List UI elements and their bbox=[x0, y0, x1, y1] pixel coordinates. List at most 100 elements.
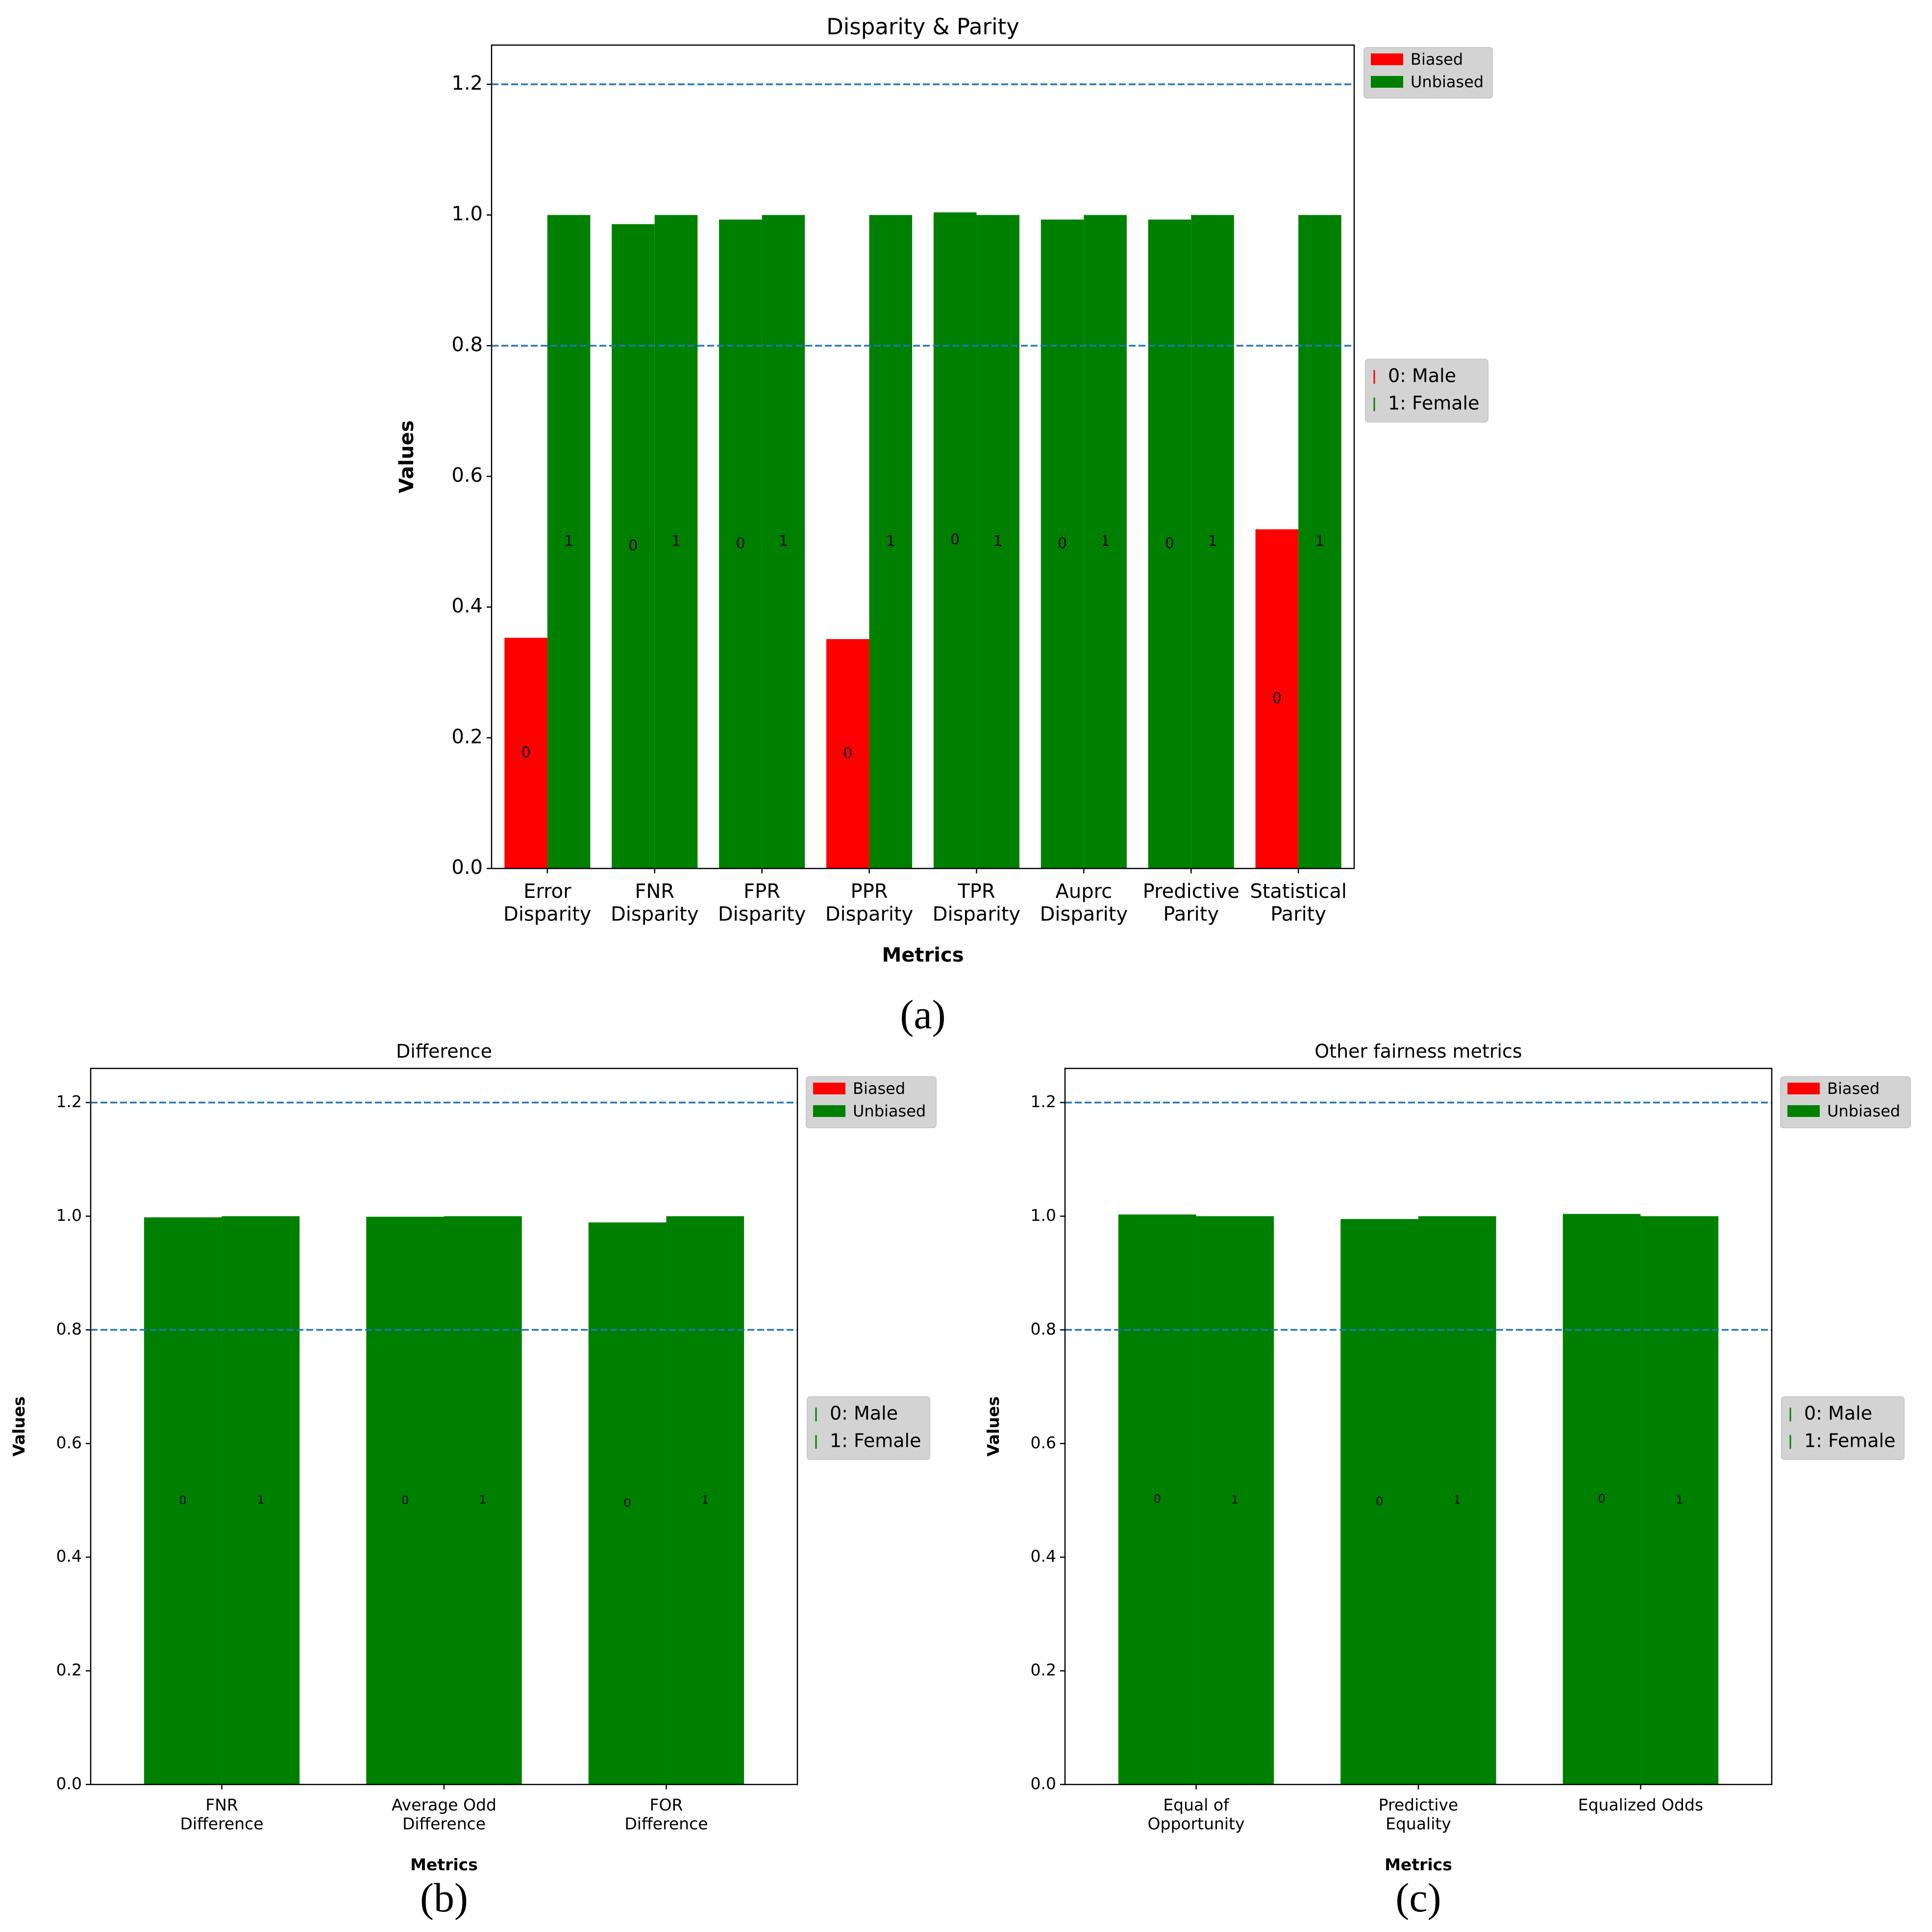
bar-1-2 bbox=[666, 1216, 744, 1784]
bar-0-5 bbox=[1040, 220, 1084, 868]
y-tick-label: 0.0 bbox=[1031, 1774, 1056, 1793]
y-tick-label: 1.2 bbox=[451, 72, 483, 95]
bar-label: 0 bbox=[950, 531, 960, 548]
x-tick-label: Opportunity bbox=[1148, 1814, 1245, 1833]
figure-caption: (b) bbox=[420, 1875, 468, 1921]
x-tick-label: Difference bbox=[624, 1814, 708, 1833]
bar-label: 0 bbox=[736, 535, 745, 552]
legend-label: Unbiased bbox=[1827, 1102, 1900, 1120]
bar-label: 1 bbox=[886, 533, 895, 550]
legend-swatch bbox=[1787, 1083, 1820, 1094]
bar-label: 0 bbox=[179, 1493, 187, 1507]
bar-label: 0 bbox=[1154, 1492, 1161, 1506]
bar-0-1 bbox=[612, 224, 655, 868]
x-tick-label: Disparity bbox=[611, 903, 699, 926]
bar-0-1 bbox=[1340, 1219, 1418, 1784]
x-tick-label: Difference bbox=[402, 1814, 486, 1833]
legend-group-box bbox=[1365, 359, 1488, 422]
x-tick-label: FOR bbox=[650, 1795, 683, 1814]
bar-1-0 bbox=[547, 215, 591, 869]
x-tick-label: Parity bbox=[1270, 903, 1326, 926]
bar-1-2 bbox=[762, 215, 805, 869]
bar-1-5 bbox=[1084, 215, 1127, 869]
bar-label: 0 bbox=[1272, 690, 1282, 707]
y-tick-label: 0.4 bbox=[1031, 1547, 1056, 1566]
y-tick-label: 1.2 bbox=[56, 1092, 82, 1111]
y-tick-label: 1.0 bbox=[56, 1206, 82, 1225]
y-tick-label: 0.8 bbox=[56, 1319, 82, 1338]
chart-title: Other fairness metrics bbox=[1314, 1040, 1522, 1062]
x-tick-label: Equality bbox=[1386, 1814, 1451, 1833]
bar-1-7 bbox=[1298, 215, 1341, 869]
y-tick-label: 1.0 bbox=[451, 203, 483, 225]
bar-label: 0 bbox=[401, 1493, 409, 1507]
bar-label: 1 bbox=[993, 533, 1003, 550]
chart-title: Disparity & Parity bbox=[826, 14, 1019, 40]
x-tick-label: Predictive bbox=[1143, 880, 1239, 903]
bar-0-6 bbox=[1148, 220, 1191, 868]
chart-panel-1: 0 0 01 1 10.00.20.40.60.81.01.2FNRDifference… bbox=[9, 1040, 937, 1921]
y-axis-label: Values bbox=[396, 421, 418, 494]
bar-label: 1 bbox=[479, 1493, 487, 1507]
x-tick-label: Disparity bbox=[718, 903, 806, 926]
bar-label: 1 bbox=[779, 533, 788, 550]
bar-label: 0 bbox=[843, 745, 852, 762]
y-tick-label: 1.0 bbox=[1031, 1206, 1056, 1225]
y-tick-label: 0.6 bbox=[1031, 1433, 1056, 1452]
y-tick-label: 0.6 bbox=[451, 464, 483, 487]
x-tick-label: TPR bbox=[957, 880, 995, 903]
bar-0-4 bbox=[933, 212, 977, 868]
bar-0-0 bbox=[1118, 1214, 1196, 1784]
bar-label: 0 bbox=[1376, 1494, 1383, 1508]
y-tick-label: 0.8 bbox=[1031, 1319, 1056, 1338]
x-tick-label: Disparity bbox=[825, 903, 914, 926]
chart-panel-2: 0 0 0 1 1 1 0.0 0.2 0.4 0.6 0.8 1.0 1.2 Equal ofOppor… bbox=[984, 1040, 1911, 1921]
bar-0-2 bbox=[1562, 1214, 1641, 1784]
bar-label: 1 bbox=[671, 533, 681, 550]
bar-label: 0 bbox=[628, 537, 638, 554]
y-tick-label: 0.2 bbox=[56, 1660, 82, 1680]
x-tick-label: FNR bbox=[635, 880, 674, 903]
x-tick-label: PPR bbox=[851, 880, 888, 903]
bar-label: 0 bbox=[623, 1496, 631, 1510]
bar-0-2 bbox=[588, 1222, 667, 1784]
x-tick-label: Disparity bbox=[503, 903, 592, 926]
legend-group-box bbox=[807, 1396, 930, 1460]
legend-label: Biased bbox=[853, 1079, 905, 1098]
legend-group-label: 1: Female bbox=[830, 1430, 921, 1452]
legend-swatch bbox=[813, 1083, 845, 1094]
bar-label: 1 bbox=[1231, 1493, 1238, 1507]
bar-label: 0 bbox=[1598, 1492, 1605, 1506]
bar-label: 0 bbox=[521, 744, 531, 761]
legend-label: Unbiased bbox=[1411, 73, 1484, 91]
y-tick-label: 1.2 bbox=[1031, 1092, 1056, 1111]
legend-swatch bbox=[813, 1105, 845, 1117]
bar-1-6 bbox=[1191, 215, 1234, 869]
bar-1-1 bbox=[1418, 1216, 1496, 1784]
y-tick-label: 0.4 bbox=[451, 595, 483, 618]
legend-group-label: 0: Male bbox=[1804, 1403, 1872, 1424]
legend-group-label: 0: Male bbox=[1388, 365, 1456, 387]
y-tick-label: 0.0 bbox=[56, 1774, 82, 1793]
bar-label: 1 bbox=[1101, 533, 1110, 550]
bar-label: 1 bbox=[701, 1493, 709, 1507]
plot-frame bbox=[491, 44, 1355, 869]
legend-group-label: 1: Female bbox=[1388, 393, 1479, 414]
y-tick-label: 0.2 bbox=[1031, 1660, 1056, 1680]
x-tick-label: Equalized Odds bbox=[1578, 1795, 1703, 1814]
bar-label: 0 bbox=[1165, 535, 1174, 552]
x-tick-label: Error bbox=[523, 880, 571, 903]
x-tick-label: Average Odd bbox=[392, 1795, 496, 1814]
bar-1-4 bbox=[976, 215, 1020, 869]
bar-label: 1 bbox=[564, 533, 573, 550]
x-tick-label: Difference bbox=[180, 1814, 263, 1833]
legend-label: Biased bbox=[1827, 1079, 1880, 1098]
x-tick-label: FPR bbox=[743, 880, 780, 903]
y-tick-label: 0.6 bbox=[56, 1433, 82, 1452]
bar-label: 0 bbox=[1058, 535, 1067, 552]
y-axis-label: Values bbox=[9, 1396, 28, 1457]
x-axis-label: Metrics bbox=[1385, 1855, 1452, 1874]
legend-swatch bbox=[1787, 1105, 1820, 1117]
x-tick-label: Predictive bbox=[1379, 1795, 1459, 1814]
